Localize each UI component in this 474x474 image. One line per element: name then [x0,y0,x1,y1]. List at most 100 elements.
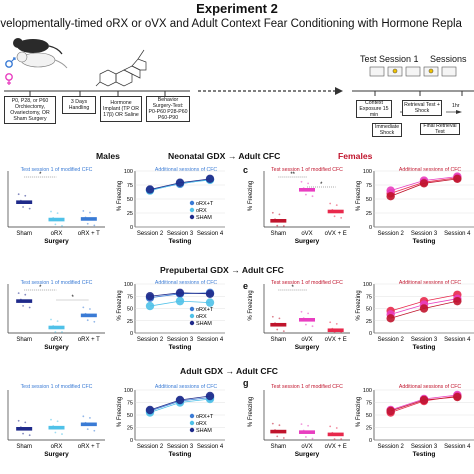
y-tick-label-5-0: 0 [130,331,133,337]
y-tick-label-1-2: 50 [127,197,133,203]
x-tick-label-7-1: Session 3 [411,337,438,343]
y-tick-label-3-3: 75 [366,183,372,189]
data-point-4-1-3 [56,320,59,322]
x-tick-label-6-2: oVX + E [325,337,347,343]
additional-title-1: Additional sessions of CFC [155,167,218,173]
session1-title-6: Test session 1 of modified CFC [271,280,343,286]
y-tick-label-3-1: 25 [366,211,372,217]
data-point-10-0-2 [276,435,279,438]
data-point-10-1-3 [307,424,309,427]
session1-title-10: Test session 1 of modified CFC [271,384,343,390]
data-point-4-1-5 [61,331,63,333]
row1-heading: Neonatal GDX → Adult CFC [168,151,281,161]
y-axis-label-5: % Freezing [117,290,123,320]
x-tick-label-11-2: Session 4 [444,444,471,450]
series-point-5-2-1 [175,288,185,298]
legend-marker-5-0 [189,306,195,312]
y-axis-label-3: % Freezing [356,181,362,211]
y-tick-label-3-2: 50 [366,197,372,203]
rat-icon-white [16,51,68,69]
y-tick-label-11-1: 25 [366,426,372,432]
series-point-11-2-2 [453,392,462,402]
session1-title-8: Test session 1 of modified CFC [21,384,93,390]
data-point-4-0-0 [17,292,20,294]
y-tick-label-3-4: 100 [363,169,372,175]
series-point-9-2-0 [145,405,155,415]
mean-bar-0-2 [80,217,97,221]
x-axis-label-3: Testing [413,238,436,245]
data-point-2-2-3 [335,204,338,207]
data-point-2-1-3 [307,182,309,185]
y-tick-label-9-0: 0 [130,438,133,444]
y-axis-label-7: % Freezing [356,290,362,320]
sessions-label: Sessions [430,54,467,64]
x-tick-label-0-2: oRX + T [78,231,100,237]
legend-marker-1-0 [189,200,195,206]
chamber-icons [369,66,457,77]
immediate-box: Immediate Shock [372,123,402,137]
legend-label-5-1: oRX [196,314,207,320]
mean-bar-8-2 [80,422,97,427]
x-tick-label-6-1: oVX [301,337,312,343]
legend-label-1-2: SHAM [196,215,212,221]
data-point-10-0-5 [282,437,285,439]
data-point-8-2-2 [86,428,89,431]
x-tick-label-5-1: Session 3 [167,337,194,343]
x-tick-label-1-2: Session 4 [197,231,224,237]
legend-marker-9-1 [189,420,195,426]
data-point-2-0-2 [276,224,279,227]
y-axis-label-9: % Freezing [117,397,123,427]
x-axis-label-9: Testing [169,451,192,458]
y-tick-label-11-0: 0 [369,438,372,444]
session1-title-0: Test session 1 of modified CFC [21,167,93,173]
data-point-0-0-5 [28,207,31,210]
data-point-4-0-2 [22,305,24,307]
y-axis-label-11: % Freezing [356,397,362,427]
data-point-8-0-2 [22,432,24,435]
series-point-5-2-0 [145,292,155,301]
handling-box: 3 Days Handling [62,96,96,114]
mean-bar-6-0 [270,322,287,327]
x-tick-label-7-0: Session 2 [377,337,404,343]
series-point-1-2-2 [205,174,215,184]
x-tick-label-11-0: Session 2 [377,444,404,450]
x-tick-label-1-0: Session 2 [137,231,164,237]
panel-letter-c: c [243,165,249,175]
x-tick-label-5-2: Session 4 [197,337,224,343]
data-point-0-1-2 [54,223,57,226]
data-point-4-1-0 [50,318,52,321]
data-point-2-2-0 [329,202,332,205]
implant-box: Hormone Implant (TP OR 17β) OR Saline [100,96,142,122]
x-axis-label-10: Surgery [295,451,320,458]
legend-label-5-0: oRX+T [196,307,214,313]
legend-marker-9-0 [189,413,195,419]
series-point-3-2-2 [453,174,462,184]
legend-label-9-0: oRX+T [196,414,214,420]
x-axis-label-0: Surgery [44,238,69,245]
x-tick-label-9-1: Session 3 [167,444,194,450]
data-point-8-0-5 [28,434,31,437]
data-point-6-0-3 [278,317,281,320]
context-box: Context Exposure 15 min [356,100,392,118]
rat-icon-black [13,38,63,55]
data-point-8-1-3 [56,420,59,423]
x-tick-label-4-0: Sham [16,337,32,343]
y-tick-label-5-3: 75 [127,294,133,300]
series-point-9-2-2 [205,391,215,401]
session1-title-4: Test session 1 of modified CFC [21,280,93,286]
data-point-10-2-2 [333,438,336,440]
y-tick-label-5-4: 100 [124,282,133,288]
data-point-8-2-0 [82,415,85,418]
figure-subtitle: evelopmentally-timed oRX or oVX and Adul… [0,18,462,30]
legend-label-9-1: oRX [196,421,207,427]
legend-marker-1-1 [189,207,195,213]
data-point-0-2-5 [93,224,96,227]
data-point-6-0-2 [276,328,279,331]
legend-label-1-1: oRX [196,208,207,214]
y-tick-label-11-2: 50 [366,413,372,419]
y-axis-label-10: % Freezing [248,397,254,427]
data-point-6-1-2 [305,323,307,326]
data-point-2-1-5 [311,195,314,198]
x-tick-label-8-0: Sham [16,444,32,450]
mean-bar-8-0 [16,427,33,431]
